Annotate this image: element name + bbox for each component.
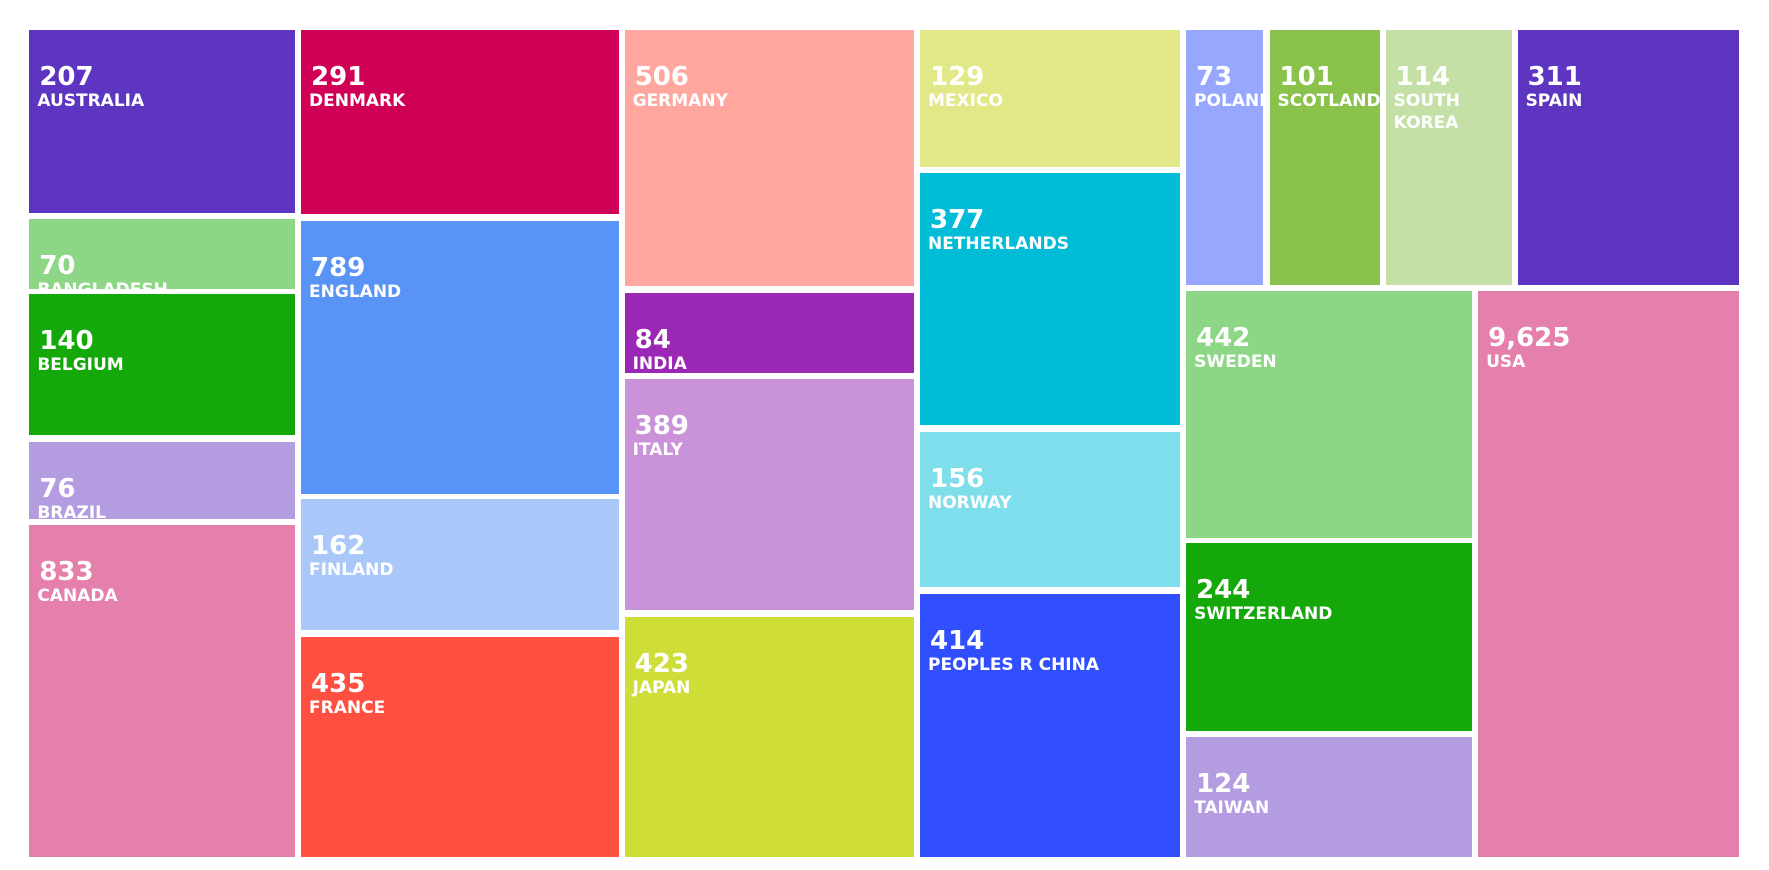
category-label: INDIA (632, 354, 687, 374)
category-label: GERMANY (632, 91, 728, 112)
category-label: USA (1486, 351, 1526, 372)
category-label: POLAND (1194, 91, 1263, 112)
treemap-cell: 506 GERMANY (624, 30, 915, 287)
treemap-cell: 833 CANADA (29, 525, 296, 857)
category-label: BANGLADESH (37, 279, 291, 289)
treemap-cell: 9,625 USA (1478, 290, 1739, 857)
value-label: 162 (311, 531, 366, 562)
treemap-cell: 442 SWEDEN (1186, 290, 1473, 538)
treemap-cell: 156 NORWAY (920, 431, 1181, 588)
value-label: 9,625 (1488, 322, 1571, 353)
value-label: 244 (1196, 575, 1251, 606)
treemap-cell: 207 AUSTRALIA (29, 30, 296, 214)
category-label: BRAZIL (37, 502, 107, 519)
value-label: 76 (39, 473, 76, 504)
value-label: 291 (311, 62, 366, 93)
treemap-cell: 389 ITALY (624, 378, 915, 610)
treemap-cell: 377 NETHERLANDS (920, 172, 1181, 426)
category-label: CANADA (37, 586, 118, 607)
treemap-cell: 114 SOUTH KOREA (1385, 30, 1512, 286)
treemap-cell: 84 INDIA (624, 293, 915, 374)
category-label: NETHERLANDS (928, 233, 1069, 254)
treemap-cell: 244 SWITZERLAND (1186, 543, 1473, 731)
treemap-cell: 73POLAND (1186, 30, 1263, 286)
category-label: ENGLAND (309, 281, 402, 302)
value-label: 156 (930, 463, 985, 494)
category-label: ITALY (632, 439, 683, 460)
category-label: FINLAND (309, 560, 394, 581)
value-label: 389 (634, 410, 689, 441)
value-label: 414 (930, 626, 985, 657)
category-label: MEXICO (928, 91, 1003, 112)
value-label: 129 (930, 62, 985, 93)
treemap-cell: 140 BELGIUM (29, 294, 296, 436)
value-label: 506 (634, 62, 689, 93)
treemap-cell: 291 DENMARK (301, 30, 619, 215)
value-label: 377 (930, 204, 985, 235)
value-label: 207 (39, 62, 94, 93)
value-label: 114 (1395, 62, 1450, 93)
treemap-cell: 129 MEXICO (920, 30, 1181, 167)
category-label: JAPAN (632, 677, 691, 698)
value-label: 311 (1527, 62, 1582, 93)
treemap-cell: 414 PEOPLES R CHINA (920, 594, 1181, 857)
value-label: 833 (39, 557, 94, 588)
value-label: 435 (311, 669, 366, 700)
category-label: DENMARK (309, 91, 406, 112)
category-label: SWEDEN (1194, 351, 1277, 372)
value-label: 73 (1196, 62, 1233, 93)
category-label: NORWAY (928, 492, 1012, 513)
category-label: SCOTLAND (1277, 91, 1380, 112)
treemap-cell: 101 SCOTLAND (1269, 30, 1380, 286)
treemap-cell: 162 FINLAND (301, 499, 619, 631)
value-label: 70 (39, 250, 76, 281)
treemap-cell: 789 ENGLAND (301, 220, 619, 494)
value-label: 789 (311, 252, 366, 283)
treemap-cell: 70BANGLADESH (29, 218, 296, 289)
value-label: 442 (1196, 322, 1251, 353)
category-label: PEOPLES R CHINA (928, 655, 1100, 676)
treemap-cell: 311 SPAIN (1517, 30, 1739, 286)
value-label: 101 (1279, 62, 1334, 93)
value-label: 140 (39, 326, 94, 357)
category-label: SWITZERLAND (1194, 604, 1333, 625)
treemap-cell: 423 JAPAN (624, 616, 915, 857)
category-label: SPAIN (1525, 91, 1583, 112)
treemap-cell: 76 BRAZIL (29, 441, 296, 519)
treemap-cell: 124 TAIWAN (1186, 737, 1473, 857)
category-label: BELGIUM (37, 355, 124, 376)
category-label: AUSTRALIA (37, 91, 145, 112)
category-label: FRANCE (309, 698, 386, 719)
value-label: 423 (634, 648, 689, 679)
category-label: SOUTH KOREA (1393, 91, 1460, 134)
value-label: 84 (634, 325, 671, 356)
value-label: 124 (1196, 769, 1251, 800)
category-label: TAIWAN (1194, 798, 1270, 819)
treemap-cell: 435 FRANCE (301, 637, 619, 857)
